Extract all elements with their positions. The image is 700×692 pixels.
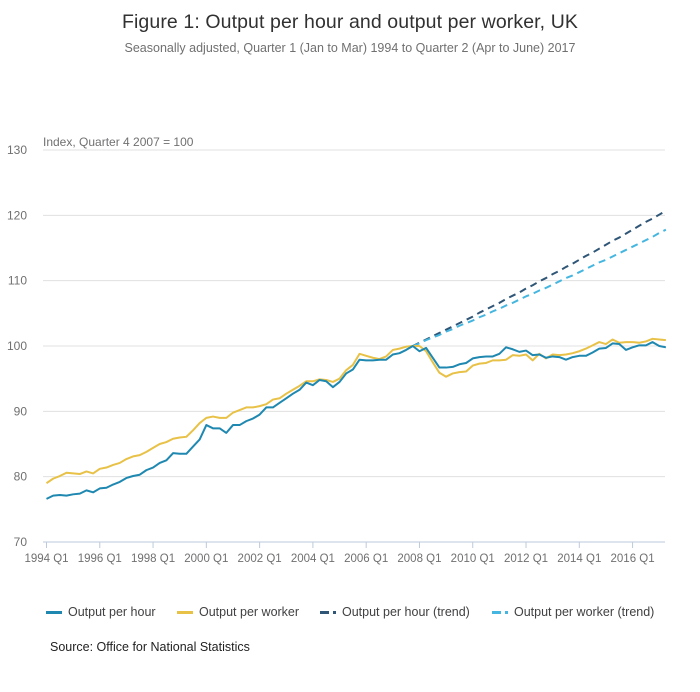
chart-subtitle: Seasonally adjusted, Quarter 1 (Jan to M… — [124, 41, 576, 55]
y-tick-label: 80 — [14, 470, 28, 484]
x-tick-label: 2012 Q1 — [504, 553, 548, 565]
legend-label: Output per worker — [199, 605, 300, 619]
y-axis-ticks: 70 80 90 100 110 120 130 — [7, 143, 27, 549]
y-tick-label: 100 — [7, 339, 27, 353]
y-axis-label: Index, Quarter 4 2007 = 100 — [43, 135, 194, 149]
legend-item-output-per-hour[interactable]: Output per hour — [46, 605, 156, 619]
x-tick-label: 2002 Q1 — [238, 553, 282, 565]
x-tick-label: 2010 Q1 — [451, 553, 495, 565]
chart-title: Figure 1: Output per hour and output per… — [121, 11, 579, 33]
x-tick-label: 2016 Q1 — [611, 553, 655, 565]
line-chart: Index, Quarter 4 2007 = 100 70 80 90 100 110… — [7, 135, 667, 565]
legend-item-output-per-worker[interactable]: Output per worker — [177, 605, 299, 619]
y-tick-label: 90 — [14, 404, 28, 418]
x-tick-label: 1994 Q1 — [24, 553, 68, 565]
legend-swatch-dashed-navy-icon — [320, 610, 336, 614]
legend-swatch-dashed-lightblue-icon — [492, 610, 508, 614]
y-tick-label: 70 — [14, 535, 28, 549]
x-tick-label: 2004 Q1 — [291, 553, 335, 565]
series-output-per-hour — [46, 341, 667, 500]
gridlines — [43, 149, 665, 478]
legend-label: Output per hour (trend) — [342, 605, 470, 619]
series-output-per-worker-trend — [412, 228, 667, 347]
series-output-per-worker — [45, 337, 666, 485]
x-tick-label: 1996 Q1 — [78, 553, 122, 565]
series — [45, 209, 667, 500]
x-tick-label: 1998 Q1 — [131, 553, 175, 565]
y-tick-label: 130 — [7, 143, 27, 157]
x-tick-label: 2014 Q1 — [557, 553, 601, 565]
legend-swatch-solid-blue-icon — [46, 610, 62, 614]
y-tick-label: 120 — [7, 208, 27, 222]
legend-item-output-per-worker-trend[interactable]: Output per worker (trend) — [492, 605, 654, 619]
legend-swatch-solid-yellow-icon — [177, 610, 193, 614]
legend: Output per hour Output per worker Output… — [46, 605, 686, 623]
x-tick-label: 2008 Q1 — [397, 553, 441, 565]
series-output-per-hour-trend — [412, 209, 667, 347]
y-tick-label: 110 — [8, 274, 27, 288]
x-axis: 1994 Q1 1996 Q1 1998 Q1 2000 Q1 2002 Q1 2004 … — [24, 541, 665, 565]
x-tick-label: 2006 Q1 — [344, 553, 388, 565]
legend-label: Output per worker (trend) — [514, 605, 655, 619]
source-note: Source: Office for National Statistics — [50, 640, 250, 654]
legend-item-output-per-hour-trend[interactable]: Output per hour (trend) — [320, 605, 470, 619]
legend-label: Output per hour — [68, 605, 156, 619]
x-tick-label: 2000 Q1 — [184, 553, 228, 565]
